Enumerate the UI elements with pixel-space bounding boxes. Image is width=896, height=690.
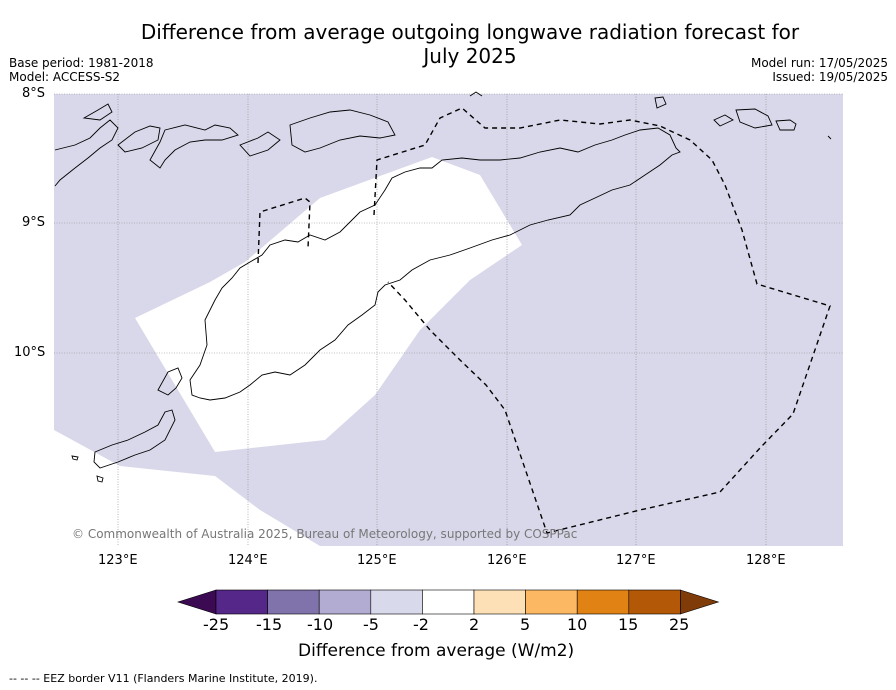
colorbar-segment bbox=[525, 589, 578, 615]
colorbar-tick-label: 10 bbox=[567, 615, 588, 634]
colorbar-segment bbox=[628, 589, 681, 615]
colorbar-tick-label: 15 bbox=[618, 615, 639, 634]
colorbar-segment bbox=[422, 589, 475, 615]
colorbar-tick-label: -15 bbox=[256, 615, 283, 634]
sw-island-coast bbox=[93, 409, 176, 469]
northern-island-5 bbox=[289, 109, 396, 153]
sw-islet bbox=[71, 455, 79, 461]
lon-label-127e: 127°E bbox=[616, 553, 656, 568]
eez-border-timor-leste bbox=[257, 197, 311, 264]
colorbar-segment bbox=[318, 589, 372, 615]
model-name: Model: ACCESS-S2 bbox=[9, 70, 121, 84]
northern-island-8 bbox=[713, 114, 734, 127]
issued-date: Issued: 19/05/2025 bbox=[772, 70, 888, 84]
northern-island-9 bbox=[735, 108, 773, 129]
colorbar-arrow-low bbox=[177, 589, 217, 615]
lon-label-126e: 126°E bbox=[487, 553, 527, 568]
eez-borders bbox=[257, 107, 831, 534]
lon-label-124e: 124°E bbox=[228, 553, 268, 568]
northern-island-1 bbox=[54, 119, 119, 187]
northern-island-2 bbox=[117, 125, 161, 153]
colorbar-tick-label: 5 bbox=[520, 615, 531, 634]
lat-label-10s: 10°S bbox=[14, 345, 46, 360]
meta-left: Base period: 1981-2018 Model: ACCESS-S2 bbox=[9, 56, 154, 84]
northern-island-6 bbox=[82, 103, 113, 121]
copyright-notice: © Commonwealth of Australia 2025, Bureau… bbox=[72, 527, 578, 541]
colorbar-tick-label: 25 bbox=[669, 615, 690, 634]
lon-label-123e: 123°E bbox=[98, 553, 138, 568]
meta-right: Model run: 17/05/2025 Issued: 19/05/2025 bbox=[751, 56, 888, 84]
base-period: Base period: 1981-2018 bbox=[9, 56, 154, 70]
lon-label-125e: 125°E bbox=[357, 553, 397, 568]
title-line-2: July 2025 bbox=[423, 44, 517, 68]
colorbar-segment bbox=[267, 589, 320, 615]
footnote: -- -- -- EEZ border V11 (Flanders Marine… bbox=[9, 672, 318, 685]
coastlines bbox=[54, 91, 832, 483]
lon-label-128e: 128°E bbox=[746, 553, 786, 568]
northern-island-10 bbox=[775, 119, 797, 131]
northern-island-3 bbox=[149, 124, 239, 169]
colorbar-segment bbox=[370, 589, 423, 615]
colorbar-segment bbox=[215, 589, 268, 615]
colorbar-segment bbox=[473, 589, 526, 615]
neutral-region-south bbox=[54, 430, 320, 546]
colorbar-title: Difference from average (W/m2) bbox=[298, 641, 575, 661]
northern-island-4 bbox=[239, 131, 281, 157]
colorbar-arrow-high bbox=[680, 589, 720, 615]
northern-islet-11 bbox=[469, 91, 483, 97]
title-line-1: Difference from average outgoing longwav… bbox=[140, 20, 800, 44]
colorbar-tick-label: -5 bbox=[363, 615, 379, 634]
islet-1 bbox=[157, 367, 183, 396]
colorbar-tick-label: 2 bbox=[469, 615, 480, 634]
lat-label-8s: 8°S bbox=[22, 86, 46, 101]
northern-island-7 bbox=[654, 96, 667, 109]
sw-islet-2 bbox=[96, 475, 104, 483]
colorbar bbox=[177, 589, 720, 615]
colorbar-tick-label: -2 bbox=[413, 615, 429, 634]
northern-islet-12 bbox=[827, 135, 832, 140]
chart-title: Difference from average outgoing longwav… bbox=[100, 20, 840, 68]
colorbar-segment bbox=[576, 589, 630, 615]
colorbar-tick-label: -10 bbox=[307, 615, 334, 634]
eez-border-east bbox=[373, 107, 831, 534]
lat-label-9s: 9°S bbox=[22, 215, 46, 230]
colorbar-tick-label: -25 bbox=[203, 615, 230, 634]
timor-coastline bbox=[189, 127, 681, 401]
neutral-region-main bbox=[135, 157, 522, 452]
model-run: Model run: 17/05/2025 bbox=[750, 56, 888, 70]
